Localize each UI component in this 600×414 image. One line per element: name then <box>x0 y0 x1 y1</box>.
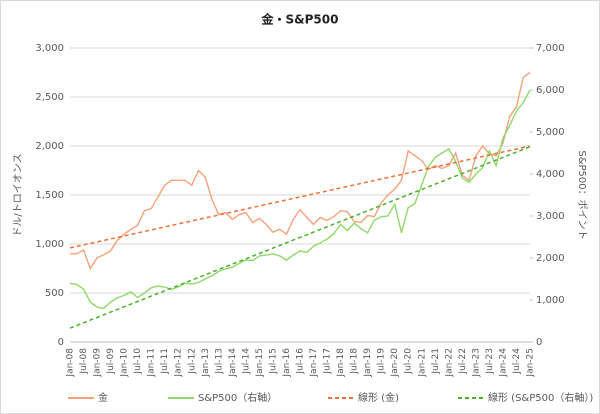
series-line <box>69 146 531 329</box>
series-line <box>69 145 531 249</box>
y-tick-label: 3,000 <box>35 43 64 54</box>
x-tick-label: Jul-22 <box>458 348 468 375</box>
x-tick-label: Jan-22 <box>444 348 454 378</box>
x-tick-label: Jan-19 <box>363 348 373 378</box>
y2-tick-label: 1,000 <box>536 295 565 306</box>
legend-label: 線形 (金) <box>358 391 399 404</box>
x-tick-label: Jan-16 <box>282 348 292 378</box>
x-tick-label: Jan-08 <box>66 348 76 378</box>
x-tick-label: Jan-09 <box>93 348 103 378</box>
y2-tick-label: 5,000 <box>536 127 565 138</box>
x-tick-label: Jul-23 <box>485 348 495 375</box>
x-tick-label: Jul-17 <box>323 348 333 375</box>
x-tick-label: Jul-20 <box>404 348 414 375</box>
y-tick-label: 1,500 <box>35 190 64 201</box>
y-tick-label: 0 <box>58 337 64 348</box>
y2-tick-label: 2,000 <box>536 253 565 264</box>
y2-tick-label: 0 <box>536 337 542 348</box>
x-tick-label: Jan-17 <box>309 348 319 378</box>
y2-tick-label: 4,000 <box>536 169 565 180</box>
x-tick-label: Jan-21 <box>417 348 427 378</box>
x-tick-label: Jul-15 <box>268 348 278 375</box>
x-tick-label: Jul-14 <box>241 348 251 375</box>
y2-tick-label: 7,000 <box>536 43 565 54</box>
x-tick-label: Jan-14 <box>228 348 238 378</box>
x-tick-label: Jan-23 <box>471 348 481 378</box>
y-tick-label: 2,000 <box>35 141 64 152</box>
y-axis-label: ドル/トロイオンス <box>12 153 24 236</box>
y-tick-label: 2,500 <box>35 92 64 103</box>
x-tick-label: Jul-13 <box>214 348 224 375</box>
x-tick-label: Jul-21 <box>431 348 441 375</box>
x-tick-label: Jan-10 <box>120 348 130 378</box>
x-tick-label: Jul-12 <box>187 348 197 375</box>
legend-label: 線形 (S&P500（右軸）) <box>488 391 593 404</box>
x-tick-label: Jul-16 <box>296 348 306 375</box>
x-tick-label: Jul-09 <box>106 348 116 375</box>
x-tick-label: Jan-11 <box>147 348 157 378</box>
x-tick-label: Jan-20 <box>390 348 400 378</box>
x-tick-label: Jan-12 <box>174 348 184 378</box>
x-tick-label: Jul-24 <box>512 348 522 375</box>
x-tick-label: Jul-08 <box>79 348 89 375</box>
x-tick-label: Jul-11 <box>160 348 170 375</box>
x-tick-label: Jan-13 <box>201 348 211 378</box>
legend-label: S&P500（右軸） <box>198 391 277 404</box>
y2-tick-label: 6,000 <box>536 85 565 96</box>
y2-tick-label: 3,000 <box>536 211 565 222</box>
x-tick-label: Jul-19 <box>377 348 387 375</box>
legend-label: 金 <box>98 391 108 404</box>
x-tick-label: Jan-25 <box>526 348 536 378</box>
chart-title: 金・S&P500 <box>261 12 339 27</box>
x-tick-label: Jul-10 <box>133 348 143 375</box>
y2-axis-label: S&P500：ポイント <box>576 150 588 239</box>
x-tick-label: Jan-18 <box>336 348 346 378</box>
y-tick-label: 500 <box>45 288 64 299</box>
y-tick-label: 1,000 <box>35 239 64 250</box>
series-line <box>69 89 531 310</box>
x-tick-label: Jul-18 <box>350 348 360 375</box>
x-tick-label: Jan-24 <box>498 348 508 378</box>
x-tick-label: Jan-15 <box>255 348 265 378</box>
